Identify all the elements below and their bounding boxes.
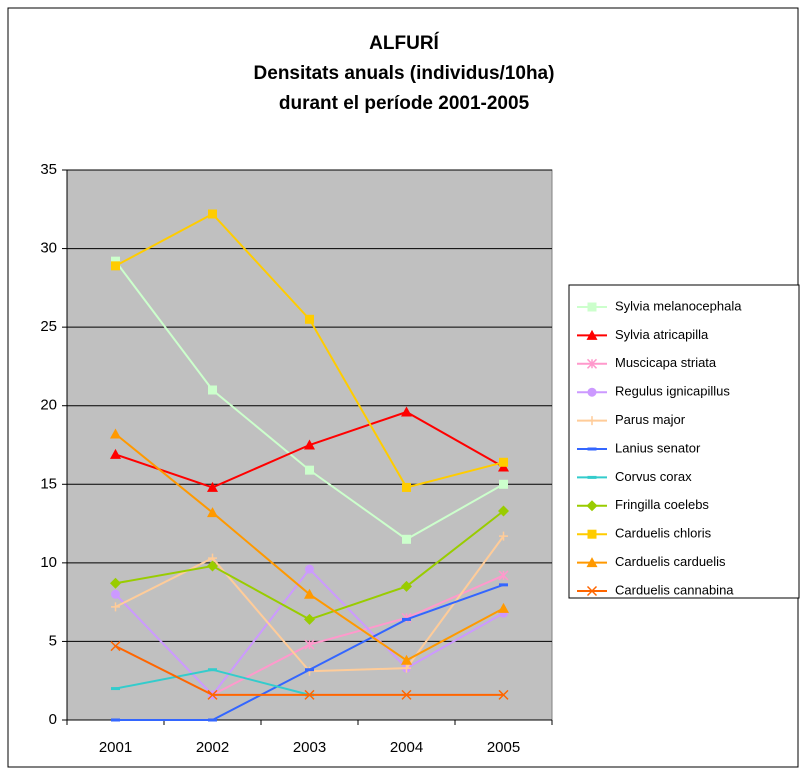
legend-marker [587, 387, 597, 397]
chart-title: Densitats anuals (individus/10ha) [254, 63, 555, 84]
data-point [208, 209, 217, 219]
y-tick-label: 0 [49, 711, 57, 728]
y-tick-label: 10 [40, 554, 57, 571]
legend-marker [586, 585, 598, 597]
data-point [111, 589, 120, 599]
legend-label: Parus major [615, 412, 686, 427]
data-point [208, 385, 217, 395]
legend-label: Carduelis carduelis [615, 554, 726, 569]
legend-marker [587, 302, 597, 312]
data-point [401, 406, 412, 417]
data-point [110, 577, 121, 589]
y-tick-label: 5 [49, 632, 57, 649]
legend-label: Sylvia melanocephala [615, 298, 742, 313]
data-point [498, 505, 509, 517]
legend-label: Carduelis chloris [615, 526, 712, 541]
data-point [402, 534, 411, 544]
y-tick-label: 15 [40, 475, 57, 492]
legend-marker [587, 529, 597, 539]
legend-marker [586, 329, 598, 340]
data-point [111, 261, 120, 271]
legend-marker [587, 416, 597, 426]
chart-title: durant el període 2001-2005 [279, 93, 530, 114]
data-point [304, 639, 315, 650]
series-line [212, 574, 504, 696]
legend-label: Sylvia atricapilla [615, 327, 709, 342]
x-tick-label: 2001 [99, 739, 132, 756]
legend-label: Regulus ignicapillus [615, 384, 730, 399]
data-point [207, 507, 218, 518]
data-point [110, 448, 121, 459]
data-point [305, 314, 314, 324]
x-tick-label: 2003 [293, 739, 326, 756]
data-point [305, 564, 314, 574]
data-point [499, 531, 508, 541]
chart-title: ALFURÍ [369, 32, 439, 54]
legend-label: Muscicapa striata [615, 355, 717, 370]
data-point [305, 465, 314, 475]
data-point [499, 457, 508, 467]
legend-label: Fringilla coelebs [615, 497, 709, 512]
data-point [304, 689, 315, 700]
data-point [110, 641, 121, 652]
data-point [207, 689, 218, 700]
x-tick-label: 2002 [196, 739, 229, 756]
data-point [111, 602, 120, 612]
data-point [304, 439, 315, 450]
legend [568, 284, 800, 599]
x-tick-label: 2005 [487, 739, 520, 756]
y-tick-label: 25 [40, 318, 57, 335]
x-tick-label: 2004 [390, 739, 423, 756]
data-point [304, 588, 315, 599]
data-point [207, 560, 218, 572]
legend-label: Lanius senator [615, 440, 701, 455]
data-point [498, 570, 509, 581]
legend-label: Corvus corax [615, 469, 692, 484]
data-point [498, 689, 509, 700]
data-point [402, 663, 411, 673]
data-point [207, 481, 218, 492]
y-tick-label: 35 [40, 161, 57, 178]
data-point [401, 654, 412, 665]
y-tick-label: 30 [40, 240, 57, 257]
data-point [402, 482, 411, 492]
legend-marker [586, 500, 598, 512]
legend-marker [586, 557, 598, 568]
data-point [110, 428, 121, 439]
data-point [401, 689, 412, 700]
data-point [498, 602, 509, 613]
data-point [499, 479, 508, 489]
legend-label: Carduelis cannabina [615, 582, 734, 597]
data-point [304, 613, 315, 625]
data-point [401, 580, 412, 592]
legend-marker [586, 358, 598, 369]
y-tick-label: 20 [40, 397, 57, 414]
